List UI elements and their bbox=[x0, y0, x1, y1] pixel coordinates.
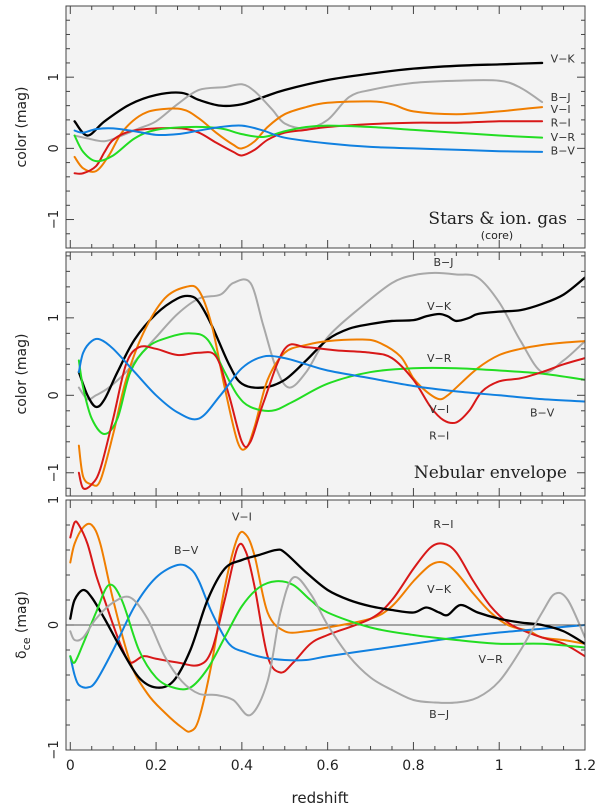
series-label-r-i: R−I bbox=[433, 518, 453, 531]
y-axis-title: δce (mag) bbox=[14, 591, 33, 659]
x-axis-title: redshift bbox=[292, 789, 349, 807]
y-axis-title: color (mag) bbox=[14, 334, 30, 415]
series-label-b-j: B−J bbox=[433, 256, 453, 269]
series-label-r-i: R−I bbox=[551, 117, 571, 130]
series-line-v-k bbox=[77, 276, 585, 409]
series-lines bbox=[73, 61, 544, 175]
series-label-v-r: V−R bbox=[551, 131, 576, 144]
series-label-v-k: V−K bbox=[427, 300, 452, 313]
series-label-v-r: V−R bbox=[478, 653, 503, 666]
series-label-v-r: V−R bbox=[427, 352, 452, 365]
x-tick-label: 1.2 bbox=[574, 758, 596, 774]
series-lines bbox=[69, 520, 585, 733]
y-tick-label: 1 bbox=[47, 314, 62, 322]
panel-top: V−K B−JV−IR−IV−RB−V −1 0 1 color (mag) Stars &… bbox=[14, 5, 586, 249]
x-tick-label: 0.8 bbox=[402, 758, 424, 774]
series-line-v-k bbox=[69, 548, 585, 689]
series-line-b-v bbox=[69, 563, 585, 689]
series-line-r-i bbox=[77, 343, 585, 490]
series-label-v-k: V−K bbox=[427, 583, 452, 596]
series-label-v-i: V−I bbox=[232, 510, 252, 523]
series-line-r-i bbox=[73, 120, 544, 175]
series-line-v-r bbox=[73, 124, 544, 163]
series-line-v-i bbox=[77, 284, 585, 487]
series-label-r-i: R−I bbox=[429, 430, 449, 443]
x-tick-label: 0.6 bbox=[317, 758, 339, 774]
series-label-v-i: V−I bbox=[551, 103, 571, 116]
panel-frame bbox=[65, 5, 586, 249]
series-label-b-v: B−V bbox=[551, 144, 576, 157]
panel-annotation: Nebular envelope bbox=[414, 463, 567, 483]
y-tick-label: −1 bbox=[47, 740, 62, 759]
series-label-b-j: B−J bbox=[551, 91, 571, 104]
series-label-b-v: B−V bbox=[174, 544, 199, 557]
x-tick-label: 1 bbox=[495, 758, 504, 774]
y-tick-label: 1 bbox=[47, 496, 62, 504]
series-label-b-j: B−J bbox=[429, 708, 449, 721]
x-tick-label: 0.2 bbox=[145, 758, 167, 774]
series-label-v-i: V−I bbox=[429, 403, 449, 416]
y-tick-label: 0 bbox=[47, 621, 62, 629]
series-line-v-r bbox=[69, 580, 585, 691]
series-label-v-k: V−K bbox=[551, 53, 576, 66]
y-tick-label: −1 bbox=[47, 210, 62, 229]
y-tick-label: −1 bbox=[47, 463, 62, 482]
series-line-b-v bbox=[73, 124, 544, 153]
panel-background bbox=[66, 252, 585, 496]
series-line-r-i bbox=[69, 520, 585, 674]
y-tick-label: 0 bbox=[47, 391, 62, 399]
y-tick-label: 1 bbox=[47, 73, 62, 81]
panel-middle: B−J V−K V−I V−R R−I B−V −1 0 1 color (mag) Nebular… bbox=[14, 251, 586, 497]
panel-annotation-sub: (core) bbox=[481, 229, 513, 242]
y-tick-label: 0 bbox=[47, 144, 62, 152]
y-axis-title: color (mag) bbox=[14, 87, 30, 168]
x-tick-label: 0 bbox=[66, 758, 75, 774]
panel-frame bbox=[65, 251, 586, 497]
panel-annotation: Stars & ion. gas bbox=[428, 209, 567, 229]
series-line-v-k bbox=[73, 61, 544, 137]
series-line-b-v bbox=[77, 337, 585, 421]
series-lines bbox=[77, 271, 585, 490]
series-label-b-v: B−V bbox=[530, 406, 555, 419]
x-tick-label: 0.4 bbox=[231, 758, 253, 774]
series-line-b-j bbox=[69, 576, 585, 717]
